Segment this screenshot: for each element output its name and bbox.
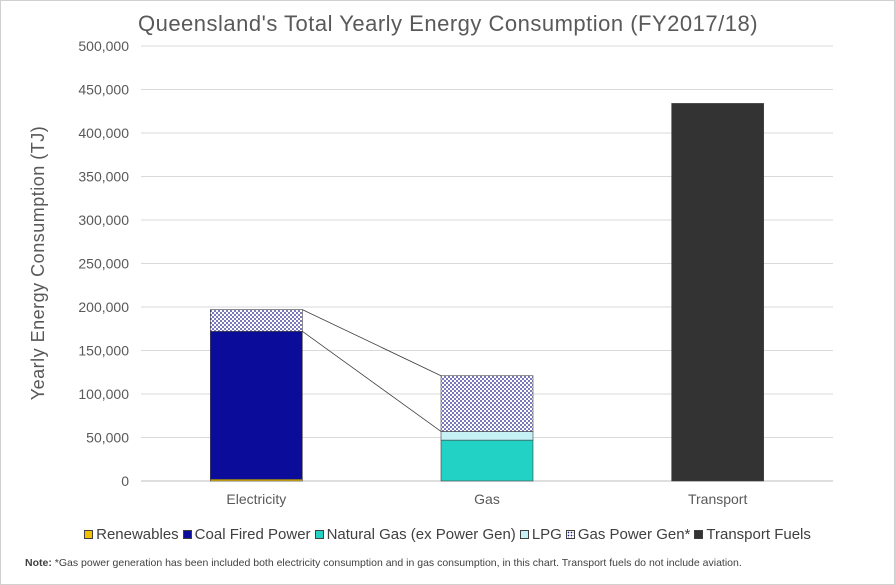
legend-swatch <box>565 529 575 539</box>
note-label: Note: <box>25 557 52 569</box>
y-tick-label: 200,000 <box>78 299 129 315</box>
connector-line-bottom <box>302 331 442 432</box>
note-text: *Gas power generation has been included … <box>51 557 742 569</box>
y-axis-title: Yearly Energy Consumption (TJ) <box>28 126 48 400</box>
legend-label: LPG <box>531 526 562 543</box>
connector-line-top <box>302 309 442 377</box>
y-tick-label: 150,000 <box>78 343 129 359</box>
legend-item: Transport Fuels <box>694 526 811 543</box>
y-tick-label: 350,000 <box>78 169 129 185</box>
legend-swatch <box>84 529 94 539</box>
bar-segment <box>440 439 534 482</box>
legend-item: Coal Fired Power <box>182 526 311 543</box>
y-tick-label: 50,000 <box>86 430 129 446</box>
legend-swatch <box>314 529 324 539</box>
y-tick-label: 500,000 <box>78 38 129 54</box>
legend-item: Renewables <box>84 526 179 543</box>
legend-swatch <box>519 529 529 539</box>
y-tick-label: 450,000 <box>78 82 129 98</box>
y-axis-ticks: 0 50,000 100,000 150,000 200,000 250,000 300,0… <box>78 38 129 489</box>
bar-segment <box>440 431 534 441</box>
x-axis-categories: Electricity Gas Transport <box>226 491 747 507</box>
bar-segment <box>440 375 534 432</box>
footnote: Note: *Gas power generation has been inc… <box>25 557 742 569</box>
legend-item: Gas Power Gen* <box>565 526 691 543</box>
legend-swatch <box>694 529 704 539</box>
legend-label: Renewables <box>96 526 179 543</box>
legend-item: LPG <box>519 526 562 543</box>
bar-segment <box>210 331 303 480</box>
legend-label: Natural Gas (ex Power Gen) <box>326 526 516 543</box>
x-category-label: Gas <box>474 491 500 507</box>
x-category-label: Transport <box>688 491 748 507</box>
bars <box>210 103 764 482</box>
legend-label: Coal Fired Power <box>194 526 311 543</box>
x-category-label: Electricity <box>226 491 286 507</box>
y-tick-label: 300,000 <box>78 212 129 228</box>
y-tick-label: 100,000 <box>78 386 129 402</box>
legend-swatch <box>182 529 192 539</box>
bar-segment <box>210 309 303 332</box>
legend: Renewables Coal Fired Power Natural Gas (e… <box>0 526 895 543</box>
connector-lines <box>302 309 442 432</box>
bar-segment <box>671 103 764 482</box>
legend-label: Gas Power Gen* <box>577 526 691 543</box>
y-tick-label: 400,000 <box>78 125 129 141</box>
legend-label: Transport Fuels <box>706 526 811 543</box>
chart-title: Queensland's Total Yearly Energy Consump… <box>138 11 758 36</box>
legend-item: Natural Gas (ex Power Gen) <box>314 526 516 543</box>
y-tick-label: 0 <box>121 473 129 489</box>
y-tick-label: 250,000 <box>78 256 129 272</box>
